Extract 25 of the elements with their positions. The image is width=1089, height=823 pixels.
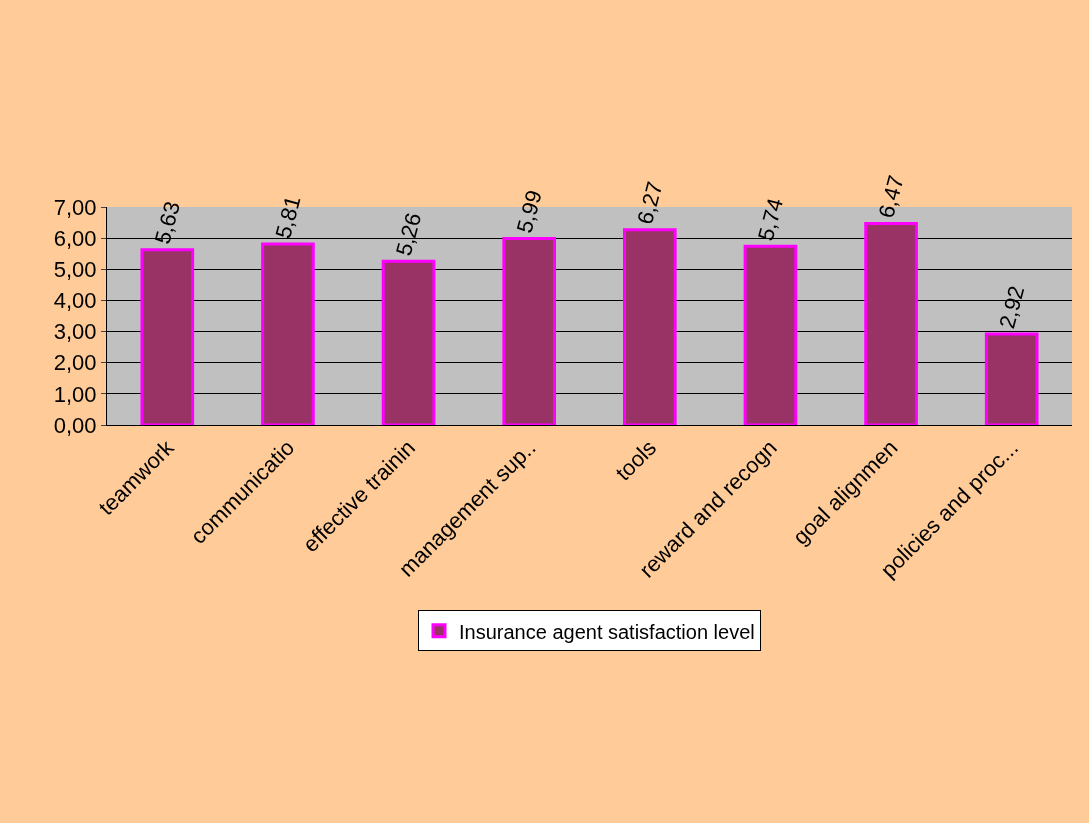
x-tick-label: tools	[610, 435, 662, 486]
y-tick-label: 2,00	[53, 350, 97, 376]
legend-label: Insurance agent satisfaction level	[459, 620, 755, 643]
y-tick-label: 6,00	[53, 225, 97, 251]
bar	[984, 332, 1039, 425]
y-tick-label: 0,00	[53, 412, 97, 438]
bar	[261, 242, 315, 425]
bar	[140, 248, 195, 425]
data-label: 5,74	[752, 195, 789, 244]
bar	[743, 244, 798, 425]
data-label: 5,63	[149, 198, 185, 247]
y-tick-label: 4,00	[53, 288, 97, 314]
data-label: 5,81	[270, 193, 306, 242]
y-tick-label: 7,00	[53, 194, 97, 220]
bar	[502, 236, 557, 425]
bar	[622, 228, 677, 425]
y-tick-label: 5,00	[53, 256, 97, 282]
data-label: 6,47	[873, 172, 909, 221]
y-tick-label: 3,00	[53, 319, 97, 345]
data-label: 5,26	[390, 210, 427, 259]
bar	[381, 259, 436, 425]
data-label: 5,99	[511, 187, 547, 236]
data-label: 6,27	[632, 178, 668, 227]
bar	[864, 222, 918, 425]
y-tick-label: 1,00	[53, 381, 97, 407]
